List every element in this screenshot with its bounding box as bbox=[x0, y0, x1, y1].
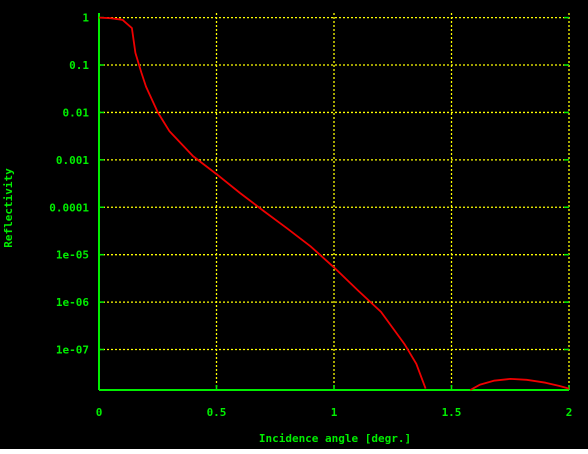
x-tick-label: 2 bbox=[566, 406, 573, 419]
axes bbox=[98, 13, 570, 391]
y-tick-label: 0.01 bbox=[63, 106, 90, 119]
y-tick-label: 1e-05 bbox=[56, 249, 89, 262]
y-tick-label: 1 bbox=[82, 12, 89, 25]
y-tick-label: 0.001 bbox=[56, 154, 89, 167]
y-tick-label: 1e-07 bbox=[56, 344, 89, 357]
grid-lines bbox=[99, 13, 570, 390]
x-tick-label: 1.5 bbox=[442, 406, 462, 419]
x-tick-label: 0.5 bbox=[207, 406, 227, 419]
x-tick-label: 1 bbox=[331, 406, 338, 419]
curve-segment bbox=[98, 16, 427, 389]
curve-segment bbox=[469, 377, 570, 391]
tick-labels: 0 0.5 1 1.5 2 1e-07 1e-06 1e-05 0.0001 0.001 0.01 0… bbox=[49, 12, 572, 419]
reflectivity-curve bbox=[98, 16, 570, 391]
x-tick-label: 0 bbox=[96, 406, 103, 419]
y-tick-label: 0.0001 bbox=[49, 201, 89, 214]
y-tick-label: 0.1 bbox=[69, 59, 89, 72]
y-tick-label: 1e-06 bbox=[56, 296, 89, 309]
y-axis-label: Reflectivity bbox=[2, 168, 15, 248]
x-axis-label: Incidence angle [degr.] bbox=[259, 432, 411, 445]
